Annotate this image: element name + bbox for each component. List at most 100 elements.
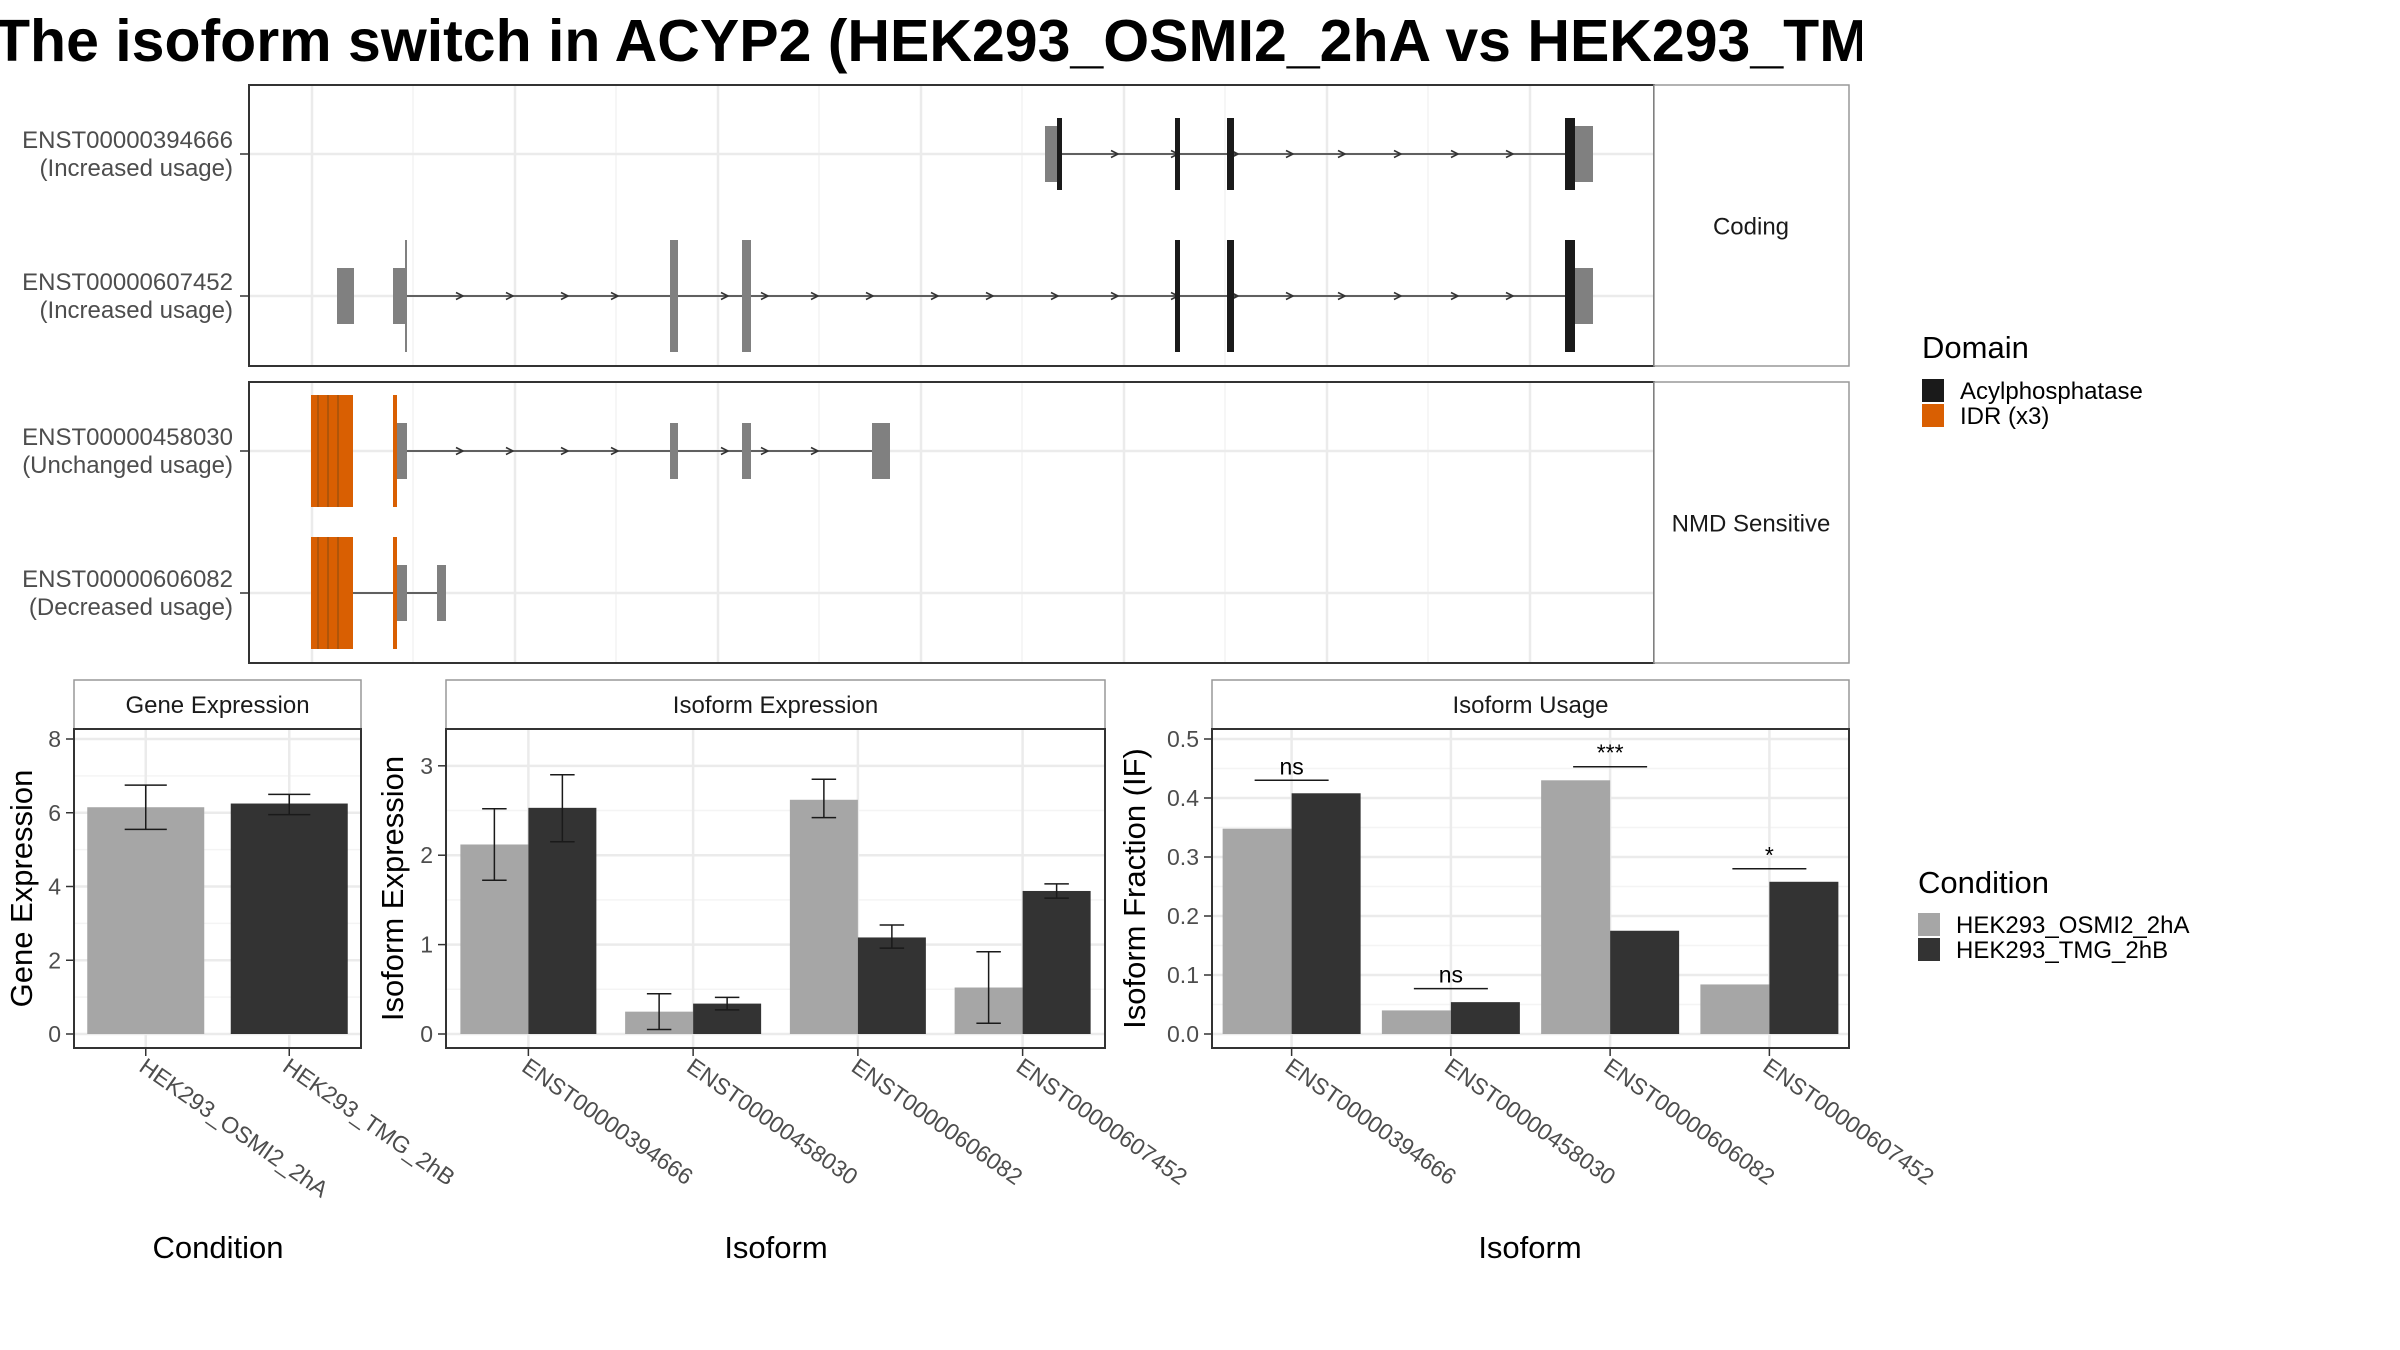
direction-arrow bbox=[720, 446, 730, 456]
direction-arrow bbox=[810, 291, 820, 301]
direction-arrow bbox=[1337, 291, 1347, 301]
x-tick-label: ENST00000458030 bbox=[1440, 1053, 1620, 1190]
y-tick-label: 0.5 bbox=[1167, 726, 1199, 752]
condition-legend-key bbox=[1918, 913, 1940, 936]
condition-legend-label: HEK293_OSMI2_2hA bbox=[1956, 912, 2189, 939]
direction-arrow bbox=[1110, 149, 1120, 159]
domain-legend-key bbox=[1922, 379, 1944, 402]
bar bbox=[1381, 1010, 1451, 1034]
x-axis-title: Isoform bbox=[724, 1230, 827, 1265]
domain-legend-label: Acylphosphatase bbox=[1960, 378, 2143, 405]
direction-arrow bbox=[610, 291, 620, 301]
direction-arrow bbox=[760, 291, 770, 301]
exon bbox=[742, 423, 751, 479]
y-axis-title: Isoform Fraction (IF) bbox=[1117, 748, 1152, 1029]
direction-arrow bbox=[930, 291, 940, 301]
condition-legend-key bbox=[1918, 938, 1940, 961]
exon bbox=[393, 268, 405, 324]
exon bbox=[670, 240, 678, 352]
y-tick-label: 0.4 bbox=[1167, 785, 1199, 811]
chart-title-strip bbox=[1211, 679, 1850, 730]
x-tick-label: ENST00000394666 bbox=[1281, 1053, 1461, 1190]
bar-charts: Gene Expression02468HEK293_OSMI2_2hAHEK2… bbox=[4, 679, 1939, 1265]
chart-title: Isoform Usage bbox=[1452, 692, 1608, 719]
y-tick-label: 6 bbox=[48, 800, 61, 826]
bar bbox=[1610, 930, 1680, 1034]
bar bbox=[87, 807, 205, 1034]
direction-arrow bbox=[560, 291, 570, 301]
transcript-usage-label: (Decreased usage) bbox=[29, 594, 233, 621]
direction-arrow bbox=[610, 446, 620, 456]
chart-title: Gene Expression bbox=[125, 692, 309, 719]
significance-label: ns bbox=[1439, 962, 1463, 988]
acylphosphatase-domain-exon bbox=[1227, 240, 1234, 352]
x-tick-label: ENST00000458030 bbox=[682, 1053, 862, 1190]
exon bbox=[1045, 126, 1057, 182]
transcript-structure-plot: ENST00000394666(Increased usage)ENST0000… bbox=[22, 84, 1850, 664]
y-tick-label: 0.2 bbox=[1167, 903, 1199, 929]
acylphosphatase-domain-exon bbox=[1175, 240, 1180, 352]
transcript-ENST00000458030 bbox=[311, 395, 890, 507]
structure-panel-bg bbox=[249, 382, 1654, 663]
direction-arrow bbox=[1337, 149, 1347, 159]
direction-arrow bbox=[1285, 291, 1295, 301]
direction-arrow bbox=[865, 291, 875, 301]
transcript-id-label: ENST00000607452 bbox=[22, 269, 233, 296]
acylphosphatase-domain-exon bbox=[1565, 240, 1575, 352]
direction-arrow bbox=[760, 446, 770, 456]
transcript-ENST00000606082 bbox=[311, 537, 446, 649]
x-tick-label: ENST00000394666 bbox=[518, 1053, 698, 1190]
chart-title-strip bbox=[73, 679, 362, 730]
acylphosphatase-domain-exon bbox=[1565, 118, 1575, 190]
significance-label: * bbox=[1765, 842, 1774, 868]
direction-arrow bbox=[505, 291, 515, 301]
domain-legend-key bbox=[1922, 404, 1944, 427]
direction-arrow bbox=[985, 291, 995, 301]
bar bbox=[1700, 984, 1770, 1034]
acylphosphatase-domain-exon bbox=[1175, 118, 1180, 190]
acylphosphatase-domain-exon bbox=[1057, 118, 1062, 190]
exon bbox=[397, 565, 407, 621]
domain-legend-title: Domain bbox=[1922, 330, 2029, 365]
exon bbox=[742, 240, 751, 352]
transcript-ENST00000394666 bbox=[1045, 118, 1593, 190]
chart-panel-1: Gene Expression02468HEK293_OSMI2_2hAHEK2… bbox=[4, 679, 460, 1265]
transcript-id-label: ENST00000606082 bbox=[22, 566, 233, 593]
exon bbox=[872, 423, 890, 479]
direction-arrow bbox=[1110, 291, 1120, 301]
chart-panel-2: Isoform Expression0123ENST00000394666ENS… bbox=[375, 679, 1192, 1265]
y-tick-label: 4 bbox=[48, 874, 61, 900]
direction-arrow bbox=[1393, 291, 1403, 301]
chart-panel-3: Isoform Usage 0.0 0.1 0.2 0.3 0.4 0.5 ENST00000… bbox=[1117, 679, 1939, 1265]
bar bbox=[1222, 828, 1292, 1034]
y-tick-label: 2 bbox=[420, 842, 433, 868]
acylphosphatase-domain-exon bbox=[1227, 118, 1234, 190]
transcript-usage-label: (Increased usage) bbox=[40, 155, 233, 182]
direction-arrow bbox=[560, 446, 570, 456]
y-axis-title: Gene Expression bbox=[4, 770, 39, 1008]
significance-label: *** bbox=[1597, 740, 1624, 766]
bar bbox=[528, 807, 597, 1034]
transcript-ENST00000607452 bbox=[337, 240, 1593, 352]
direction-arrow bbox=[505, 446, 515, 456]
y-tick-label: 1 bbox=[420, 932, 433, 958]
y-tick-label: 8 bbox=[48, 726, 61, 752]
significance-label: ns bbox=[1279, 753, 1303, 779]
chart-panel-border bbox=[1211, 728, 1850, 1049]
y-tick-label: 0.1 bbox=[1167, 962, 1199, 988]
domain-legend-label: IDR (x3) bbox=[1960, 403, 2049, 430]
structure-panel-bg bbox=[249, 85, 1654, 366]
y-tick-label: 0 bbox=[420, 1021, 433, 1047]
exon bbox=[1575, 268, 1593, 324]
direction-arrow bbox=[720, 291, 730, 301]
direction-arrow bbox=[1505, 291, 1515, 301]
facet-strip bbox=[1653, 84, 1850, 367]
exon bbox=[1575, 126, 1593, 182]
transcript-id-label: ENST00000394666 bbox=[22, 127, 233, 154]
chart-panel-border bbox=[445, 728, 1106, 1049]
bar bbox=[1450, 1002, 1520, 1034]
transcript-usage-label: (Increased usage) bbox=[40, 297, 233, 324]
transcript-usage-label: (Unchanged usage) bbox=[22, 452, 233, 479]
direction-arrow bbox=[1285, 149, 1295, 159]
chart-panel-border bbox=[73, 728, 362, 1049]
